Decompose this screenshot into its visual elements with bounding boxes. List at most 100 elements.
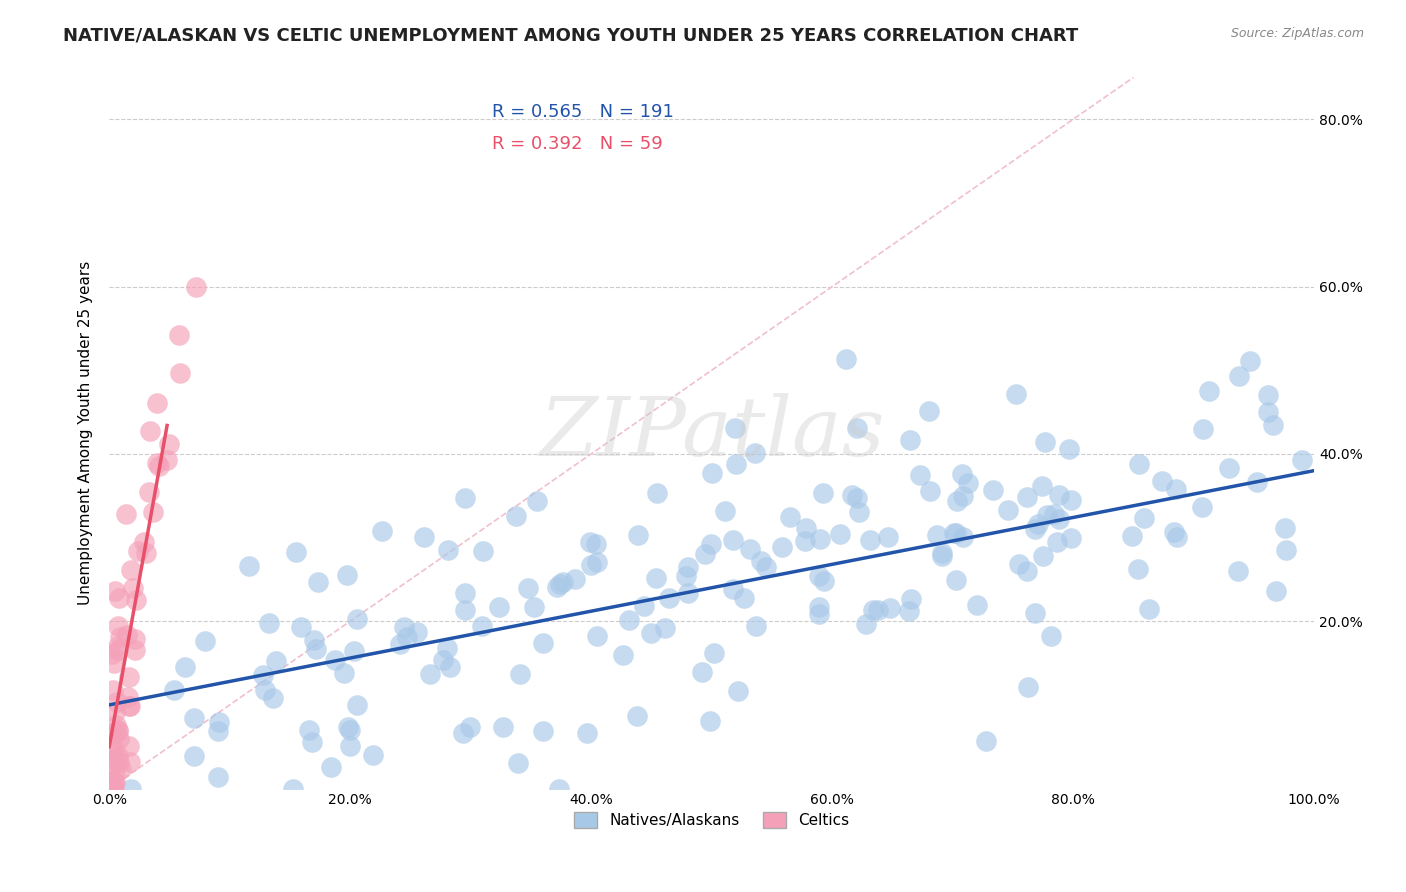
Point — [931, 546, 953, 560]
Point — [862, 603, 884, 617]
Point — [1137, 601, 1160, 615]
Point — [208, 714, 231, 729]
Point — [1291, 453, 1313, 467]
Point — [103, 775, 125, 789]
Point — [437, 542, 460, 557]
Point — [419, 666, 441, 681]
Point — [1274, 520, 1296, 534]
Point — [1031, 479, 1053, 493]
Point — [121, 581, 143, 595]
Point — [546, 580, 568, 594]
Point — [931, 549, 953, 563]
Point — [124, 642, 146, 657]
Point — [432, 653, 454, 667]
Point — [908, 468, 931, 483]
Point — [509, 666, 531, 681]
Point — [578, 535, 600, 549]
Point — [1126, 562, 1149, 576]
Point — [612, 648, 634, 662]
Point — [436, 641, 458, 656]
Point — [100, 757, 122, 772]
Point — [1046, 535, 1069, 549]
Point — [675, 568, 697, 582]
Point — [104, 584, 127, 599]
Point — [859, 533, 882, 547]
Point — [945, 574, 967, 588]
Point — [693, 548, 716, 562]
Point — [918, 404, 941, 418]
Point — [1035, 508, 1057, 522]
Point — [266, 654, 288, 668]
Point — [796, 520, 818, 534]
Point — [1017, 681, 1039, 695]
Point — [323, 653, 346, 667]
Point — [339, 723, 361, 737]
Point — [848, 505, 870, 519]
Point — [283, 781, 305, 796]
Point — [100, 647, 122, 661]
Point — [173, 660, 195, 674]
Point — [257, 616, 280, 631]
Point — [194, 634, 217, 648]
Point — [101, 726, 124, 740]
Point — [506, 756, 529, 770]
Point — [974, 734, 997, 748]
Point — [120, 698, 142, 713]
Point — [406, 625, 429, 640]
Point — [846, 421, 869, 435]
Point — [808, 532, 831, 546]
Point — [830, 526, 852, 541]
Point — [107, 723, 129, 738]
Point — [1040, 628, 1063, 642]
Point — [108, 591, 131, 606]
Point — [488, 599, 510, 614]
Point — [1057, 442, 1080, 456]
Point — [321, 760, 343, 774]
Point — [371, 524, 394, 538]
Point — [451, 725, 474, 739]
Point — [103, 781, 125, 796]
Point — [950, 467, 973, 481]
Point — [298, 723, 321, 738]
Point — [900, 591, 922, 606]
Point — [104, 718, 127, 732]
Point — [626, 708, 648, 723]
Point — [336, 568, 359, 582]
Point — [104, 775, 127, 789]
Point — [617, 613, 640, 627]
Point — [678, 560, 700, 574]
Point — [186, 279, 208, 293]
Point — [531, 724, 554, 739]
Point — [807, 569, 830, 583]
Point — [676, 586, 699, 600]
Point — [523, 599, 546, 614]
Point — [332, 666, 354, 681]
Point — [699, 714, 721, 729]
Point — [1191, 500, 1213, 515]
Point — [139, 424, 162, 438]
Point — [713, 504, 735, 518]
Point — [1261, 417, 1284, 432]
Point — [957, 475, 980, 490]
Point — [866, 603, 889, 617]
Point — [207, 723, 229, 738]
Point — [343, 644, 366, 658]
Point — [744, 446, 766, 460]
Point — [169, 328, 191, 343]
Point — [254, 682, 277, 697]
Point — [576, 726, 599, 740]
Y-axis label: Unemployment Among Youth under 25 years: Unemployment Among Youth under 25 years — [79, 260, 93, 605]
Point — [876, 530, 898, 544]
Point — [458, 720, 481, 734]
Point — [148, 458, 170, 473]
Point — [492, 720, 515, 734]
Point — [98, 781, 121, 796]
Point — [1275, 542, 1298, 557]
Point — [132, 535, 155, 549]
Point — [945, 526, 967, 541]
Point — [1265, 583, 1288, 598]
Point — [1015, 490, 1038, 504]
Point — [1059, 531, 1081, 545]
Point — [1166, 530, 1188, 544]
Point — [721, 582, 744, 597]
